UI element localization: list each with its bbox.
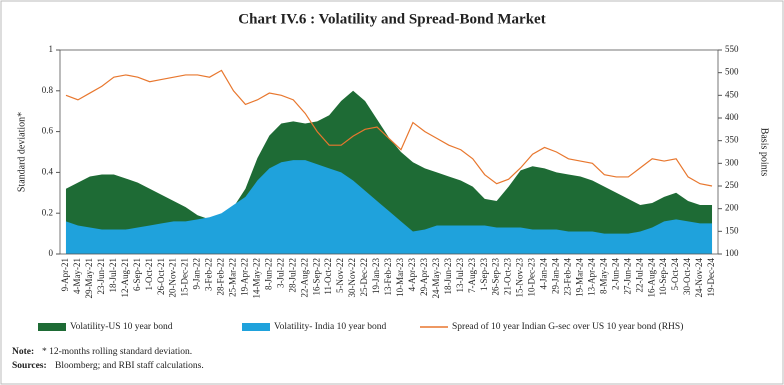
x-tick-label: 7-Aug-23 [467, 258, 477, 293]
x-tick-label: 13-Apr-24 [586, 258, 596, 296]
legend-label: Volatility- India 10 year bond [274, 322, 386, 332]
x-tick-label: 21-Oct-23 [503, 258, 513, 295]
x-tick-label: 2-Jun-24 [610, 258, 620, 290]
note: * 12-months rolling standard deviation. [42, 347, 192, 357]
x-tick-label: 3-Feb-22 [204, 258, 214, 291]
x-tick-label: 30-Nov-22 [347, 258, 357, 298]
x-tick-label: 9-Jan-22 [192, 258, 202, 290]
x-tick-label: 10-Dec-23 [527, 258, 537, 297]
x-tick-label: 8-May-24 [598, 258, 608, 294]
x-tick-label: 1-Sep-23 [479, 258, 489, 291]
y-tick-label: 0.6 [42, 126, 54, 136]
legend-swatch [38, 323, 66, 331]
area [65, 160, 713, 254]
y2-tick-label: 350 [725, 135, 739, 145]
y-tick-label: 0 [49, 248, 54, 258]
x-tick-label: 19-Apr-22 [239, 258, 249, 296]
x-tick-label: 28-Jul-22 [287, 258, 297, 293]
x-tick-label: 24-Nov-24 [694, 258, 704, 298]
y2-tick-label: 300 [725, 157, 739, 167]
y2-tick-label: 550 [725, 44, 739, 54]
x-tick-label: 15-Dec-21 [180, 258, 190, 296]
x-tick-label: 26-Oct-21 [156, 258, 166, 295]
y2-tick-label: 100 [725, 248, 739, 258]
x-tick-label: 12-Aug-21 [120, 258, 130, 298]
x-tick-label: 1-Oct-21 [144, 258, 154, 291]
plot-frame [59, 49, 719, 255]
x-tick-label: 30-Oct-24 [682, 258, 692, 295]
x-tick-label: 6-Sep-21 [132, 258, 142, 291]
line [65, 69, 713, 187]
y2-tick-label: 400 [725, 112, 739, 122]
x-tick-label: 9-Apr-21 [60, 258, 70, 291]
x-tick-label: 11-Oct-22 [323, 258, 333, 295]
x-tick-label: 10-Sep-24 [658, 258, 668, 296]
source: Bloomberg; and RBI staff calculations. [55, 360, 204, 371]
x-tick-label: 13-Feb-23 [383, 258, 393, 296]
x-tick-label: 10-Mar-23 [395, 258, 405, 297]
y2-tick-label: 250 [725, 180, 739, 190]
x-tick-label: 23-Jun-21 [96, 258, 106, 295]
x-tick-label: 13-Jul-23 [455, 258, 465, 293]
chart-title: Chart IV.6 : Volatility and Spread-Bond … [238, 11, 545, 27]
x-tick-label: 28-Feb-22 [216, 258, 226, 296]
x-tick-label: 25-Mar-22 [228, 258, 238, 297]
x-tick-label: 18-Jun-23 [443, 258, 453, 295]
x-tick-label: 29-May-21 [84, 258, 94, 299]
x-tick-label: 19-Jan-23 [371, 258, 381, 294]
legend-label: Volatility-US 10 year bond [70, 322, 173, 332]
y-tick-label: 0.8 [42, 85, 54, 95]
x-tick-label: 29-Apr-23 [419, 258, 429, 296]
x-tick-label: 4-May-21 [72, 258, 82, 294]
x-tick-label: 26-Sep-23 [491, 258, 501, 296]
x-tick-label: 16-Aug-24 [646, 258, 656, 298]
legend-swatch [242, 323, 270, 331]
y-tick-label: 1 [49, 44, 54, 54]
x-tick-label: 24-May-23 [431, 258, 441, 299]
y-tick-label: 0.2 [42, 207, 53, 217]
y-axis-label: Standard deviation* [16, 112, 27, 192]
x-tick-label: 3-Jul-22 [275, 258, 285, 288]
x-tick-label: 19-Mar-24 [574, 258, 584, 297]
x-tick-label: 22-Jul-24 [634, 258, 644, 293]
y2-tick-label: 500 [725, 67, 739, 77]
x-tick-label: 19-Dec-24 [706, 258, 716, 297]
y2-tick-label: 150 [725, 225, 739, 235]
x-tick-label: 25-Dec-22 [359, 258, 369, 296]
y2-tick-label: 200 [725, 203, 739, 213]
source-label: Sources: [12, 361, 47, 371]
legend-label: Spread of 10 year Indian G-sec over US 1… [452, 321, 683, 332]
y2-tick-label: 450 [725, 89, 739, 99]
y-tick-label: 0.4 [42, 166, 54, 176]
x-tick-label: 4-Apr-23 [407, 258, 417, 292]
x-tick-label: 8-Jun-22 [263, 258, 273, 290]
x-tick-label: 15-Nov-23 [515, 258, 525, 298]
x-tick-label: 22-Aug-22 [299, 258, 309, 298]
x-tick-label: 27-Jun-24 [622, 258, 632, 295]
x-tick-label: 5-Nov-22 [335, 258, 345, 293]
x-tick-label: 16-Sep-22 [311, 258, 321, 296]
x-tick-label: 18-Jul-21 [108, 258, 118, 293]
x-tick-label: 4-Jan-24 [539, 258, 549, 290]
x-tick-label: 23-Feb-24 [563, 258, 573, 296]
note-label: Note: [12, 347, 34, 357]
x-tick-label: 20-Nov-21 [168, 258, 178, 298]
x-tick-label: 5-Oct-24 [670, 258, 680, 291]
x-tick-label: 29-Jan-24 [551, 258, 561, 294]
y2-axis-label: Basis points [759, 128, 770, 177]
x-tick-label: 14-May-22 [251, 258, 261, 299]
